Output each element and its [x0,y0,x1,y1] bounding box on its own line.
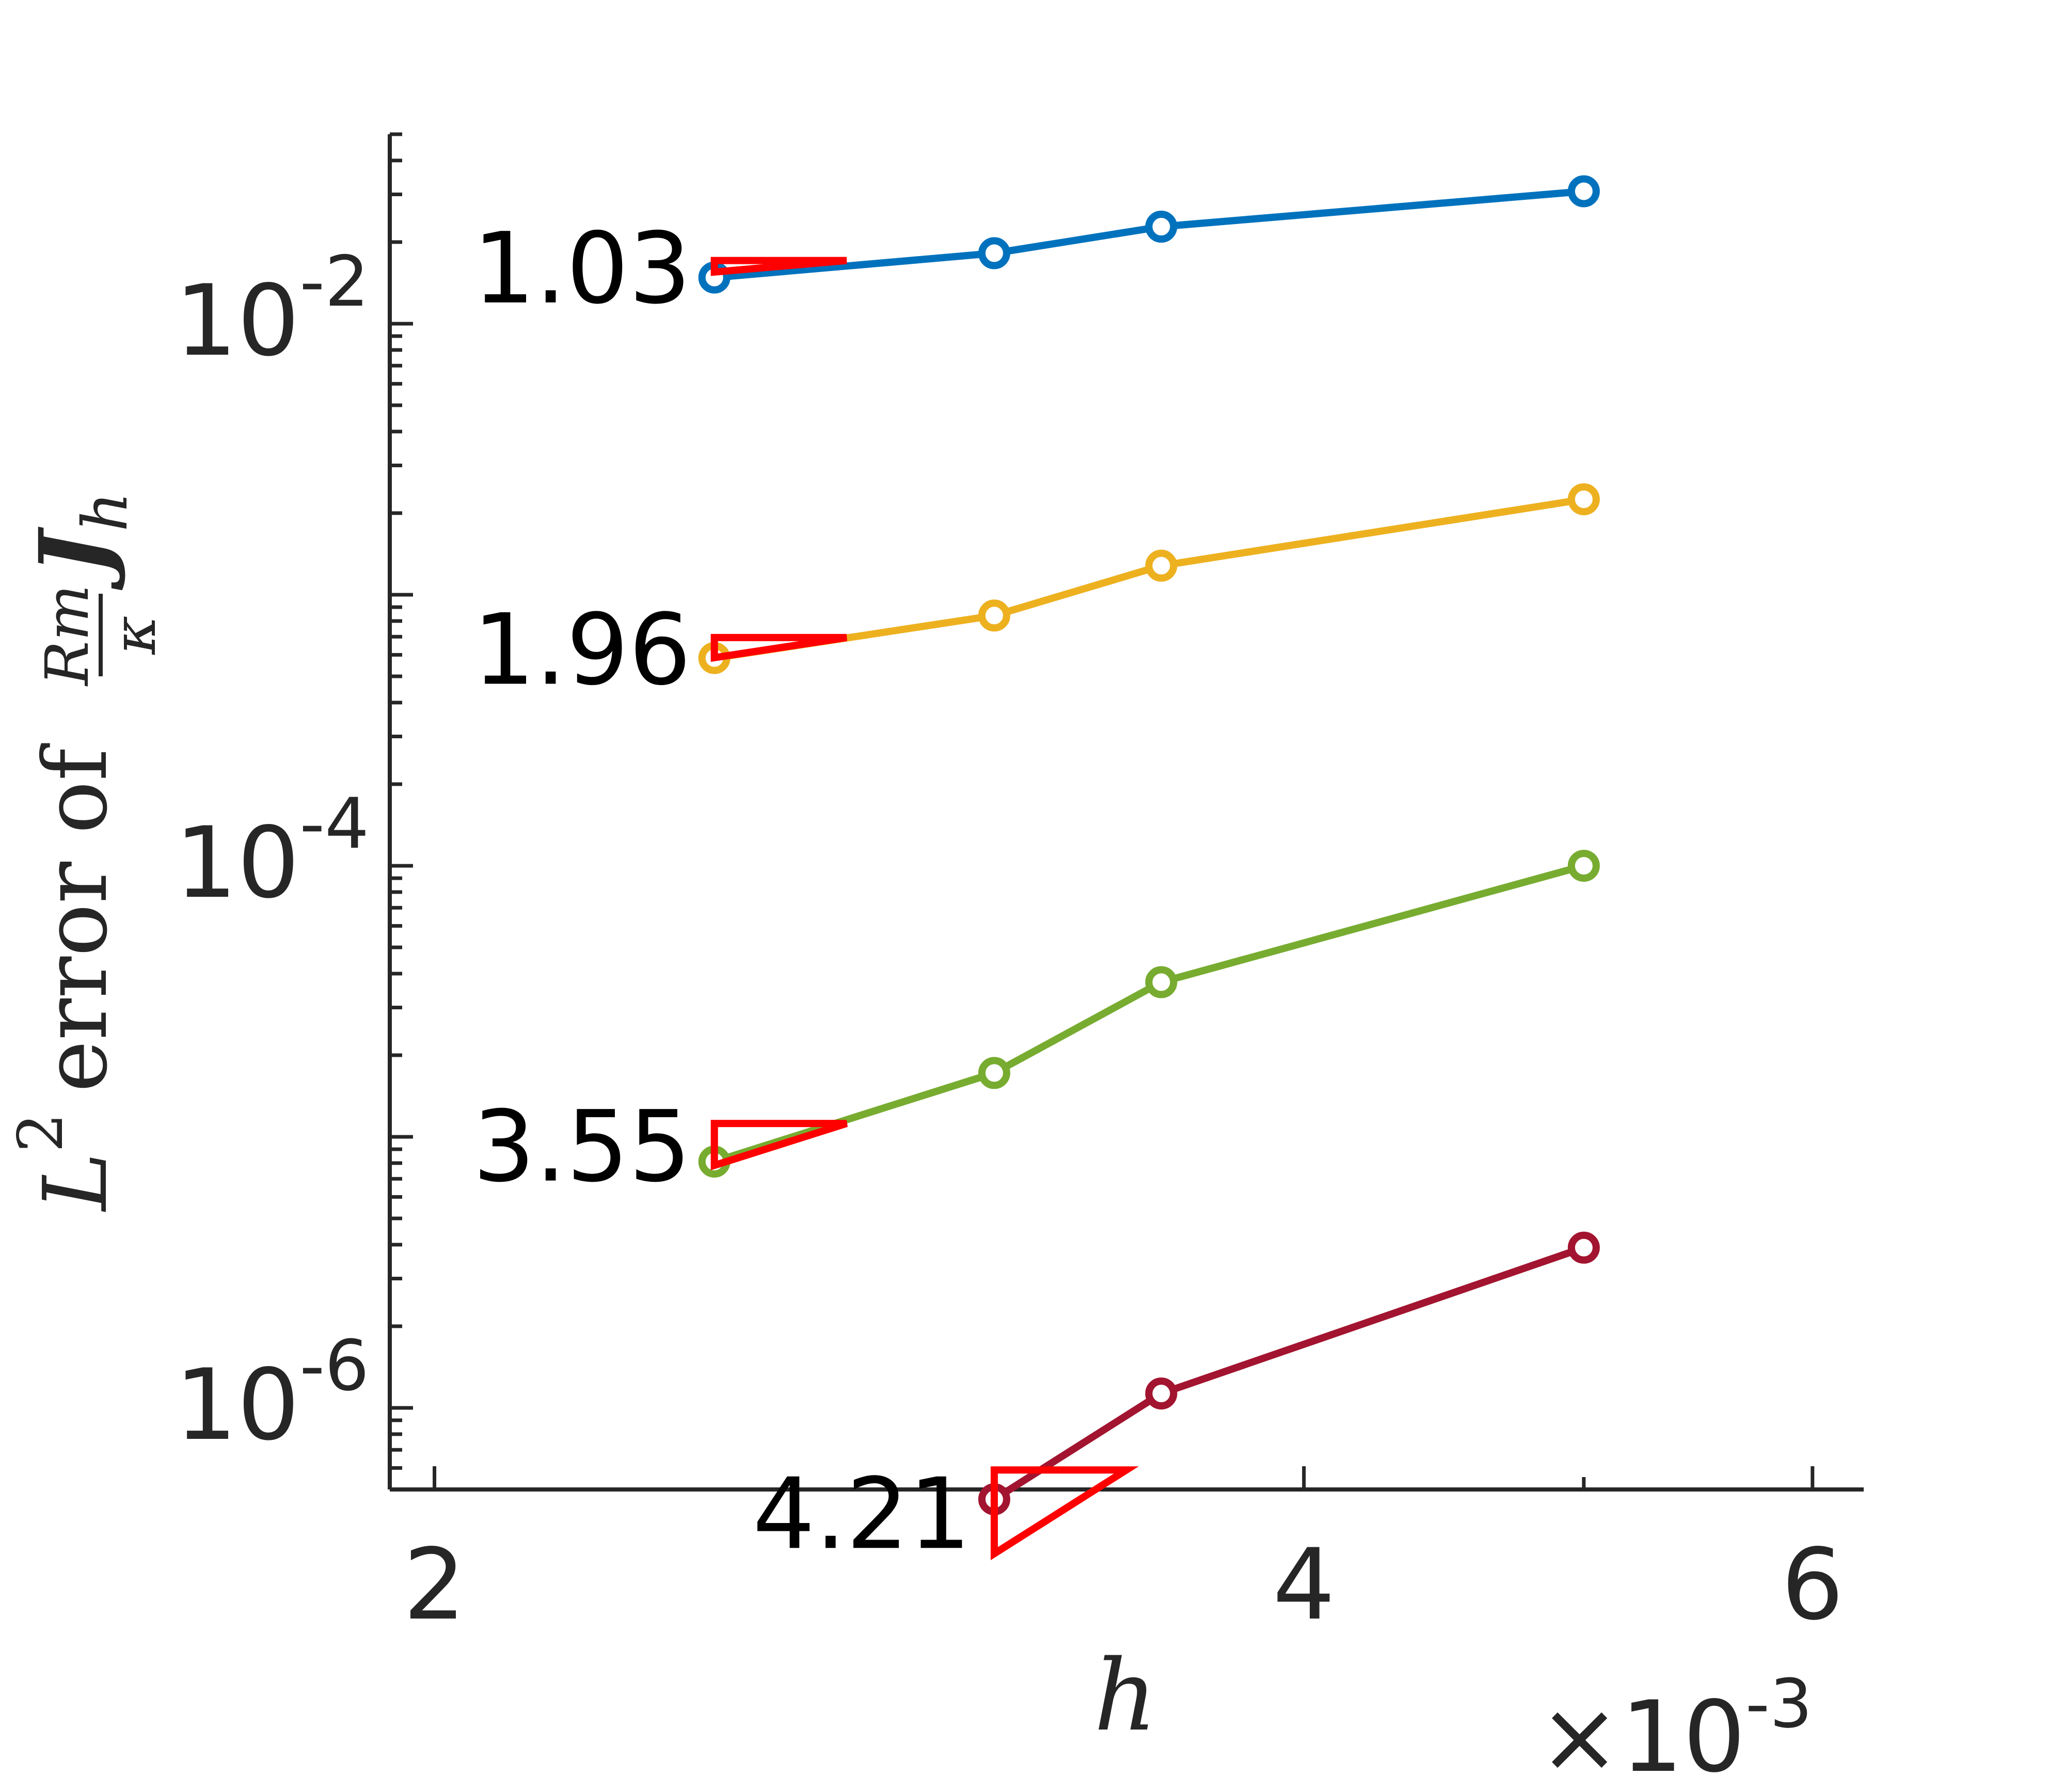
series-4-line [992,1244,1585,1502]
y-label-fraction-denominator: κ [100,615,169,655]
y-label-L: L [25,1152,127,1212]
svg-text:×10-3: ×10-3 [1538,1664,1813,1792]
x-tick-label: 2 [403,1528,466,1642]
slope-label: 4.21 [753,1457,971,1571]
svg-text:Jh: Jh [19,492,141,591]
x-multiplier-exponent: -3 [1745,1664,1813,1743]
series-4-point [1145,1377,1178,1410]
series-2-line [713,496,1584,662]
y-label-error-of: error of [25,743,127,1092]
series-2-point [1567,483,1600,516]
y-axis-label: L2 error of Rm κ Jh [5,492,169,1212]
y-tick-label: 10-4 [175,783,369,920]
series-3-point [978,1057,1010,1089]
series-1-point [978,237,1010,269]
x-tick-label: 6 [1781,1528,1844,1642]
series-3-point [1145,966,1178,998]
tick-marks [390,132,1815,1492]
y-label-J: J [19,527,128,591]
slope-triangle [710,1120,848,1170]
series-2-point [978,599,1010,632]
x-tick-label: 4 [1273,1528,1335,1642]
series-3-point [1567,849,1600,882]
y-tick-label: 10-6 [175,1325,369,1462]
x-axis-multiplier: ×10-3 [1538,1664,1813,1792]
slope-label: 1.96 [473,593,691,707]
series-4-point [1567,1231,1600,1264]
data-series [698,175,1600,1516]
tick-labels: 2 4 6 10-6 10-4 10-2 [175,241,1844,1642]
slope-annotations: 1.03 1.96 3.55 4.21 [473,212,1139,1571]
slope-label: 1.03 [473,212,691,326]
series-3-line [713,862,1585,1165]
y-label-h: h [70,492,141,532]
slope-triangle [710,257,847,276]
y-tick-label: 10-2 [175,241,369,378]
slope-triangle [710,633,847,662]
y-label-square: 2 [5,1113,77,1152]
slope-triangle [990,1466,1139,1561]
svg-text:L2error of: L2 error of [5,743,127,1212]
x-multiplier-base: 10 [1621,1680,1745,1792]
slope-label: 3.55 [473,1090,691,1204]
series-1-point [1567,175,1600,208]
axes [388,134,1864,1492]
series-1-point [1145,211,1178,243]
x-axis-label: h [1094,1639,1157,1753]
series-1-line [714,187,1584,281]
y-label-fraction-numerator: Rm [33,584,102,687]
series-2-point [1145,549,1178,582]
